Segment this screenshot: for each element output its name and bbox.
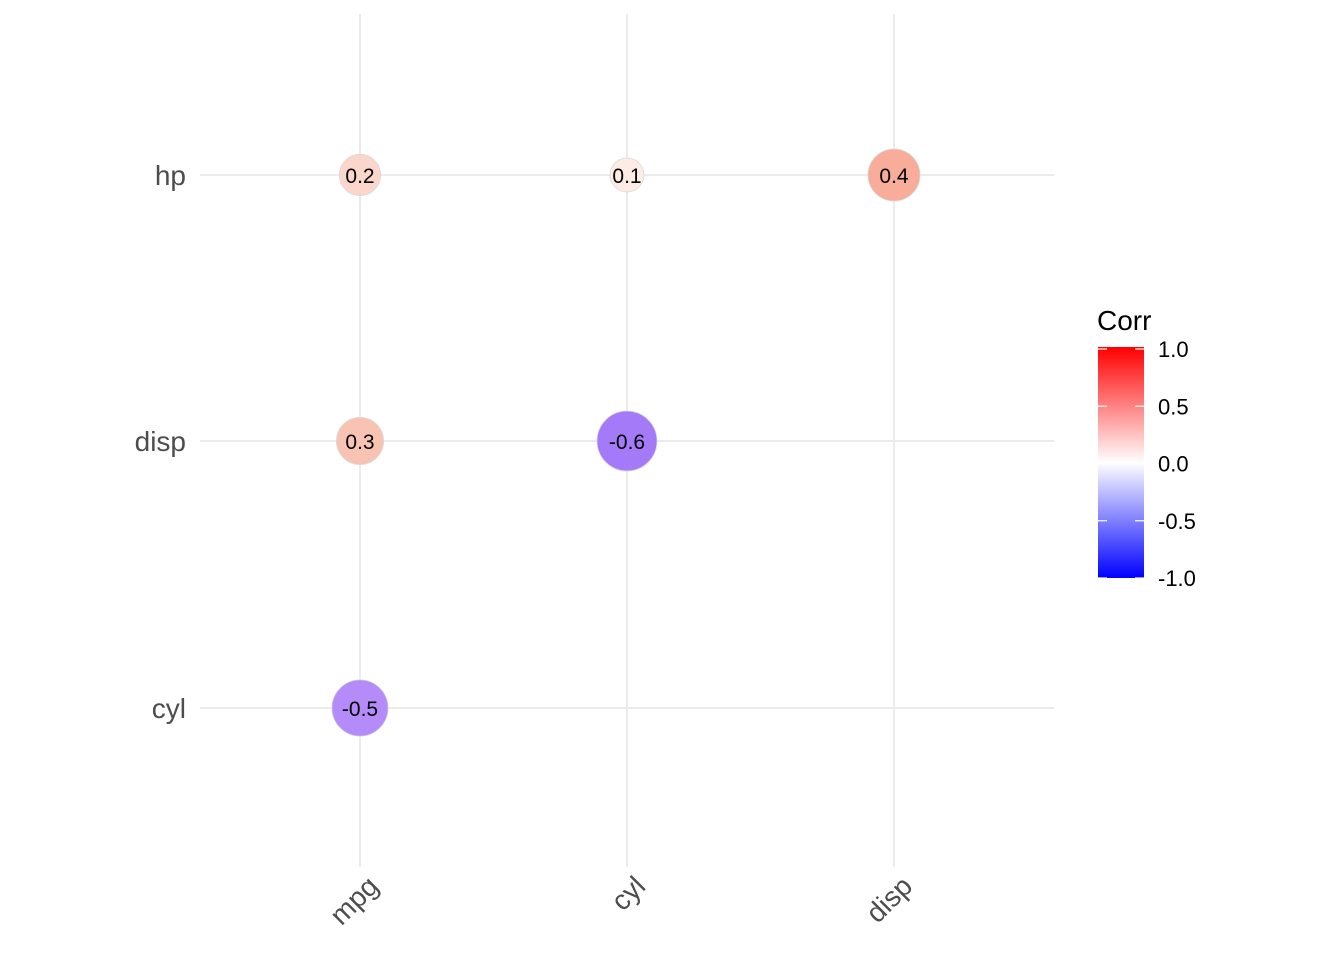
point-circle-mpg-hp bbox=[338, 153, 382, 197]
point-cyl-disp: -0.6 bbox=[596, 410, 658, 472]
point-circle-mpg-cyl bbox=[331, 679, 389, 737]
y-axis: cyl disp hp bbox=[135, 160, 186, 724]
point-circle-cyl-hp bbox=[609, 157, 645, 193]
legend-colorbar bbox=[1098, 347, 1144, 578]
x-tick-label-mpg: mpg bbox=[324, 870, 384, 930]
point-label-mpg-cyl: -0.5 bbox=[342, 698, 378, 721]
legend-title: Corr bbox=[1097, 305, 1151, 336]
y-tick-label-cyl: cyl bbox=[152, 693, 186, 724]
x-tick-label-disp: disp bbox=[860, 870, 918, 928]
point-label-cyl-disp: -0.6 bbox=[609, 431, 645, 454]
point-disp-hp: 0.4 bbox=[867, 148, 921, 202]
correlation-points: 0.2 0.1 0.4 0.3 -0.6 -0.5 bbox=[331, 148, 921, 737]
point-label-disp-hp: 0.4 bbox=[879, 165, 909, 188]
legend-tick-label: -0.5 bbox=[1158, 509, 1196, 534]
point-cyl-hp: 0.1 bbox=[609, 157, 645, 193]
point-mpg-cyl: -0.5 bbox=[331, 679, 389, 737]
x-axis: mpg cyl disp bbox=[324, 870, 918, 930]
x-tick-label-cyl: cyl bbox=[605, 870, 651, 916]
legend-ticks: 1.0 0.5 0.0 -0.5 -1.0 bbox=[1098, 337, 1196, 591]
point-circle-disp-hp bbox=[867, 148, 921, 202]
legend-tick-label: 1.0 bbox=[1158, 337, 1189, 362]
point-label-mpg-hp: 0.2 bbox=[345, 165, 374, 188]
point-label-mpg-disp: 0.3 bbox=[345, 431, 374, 454]
point-mpg-disp: 0.3 bbox=[335, 416, 384, 465]
point-circle-mpg-disp bbox=[335, 416, 384, 465]
legend-tick-label: 0.0 bbox=[1158, 452, 1189, 477]
point-mpg-hp: 0.2 bbox=[338, 153, 382, 197]
legend-tick-label: 0.5 bbox=[1158, 394, 1189, 419]
point-circle-cyl-disp bbox=[596, 410, 658, 472]
point-label-cyl-hp: 0.1 bbox=[612, 165, 641, 188]
y-tick-label-disp: disp bbox=[135, 426, 186, 457]
legend-tick-label: -1.0 bbox=[1158, 566, 1196, 591]
color-legend: Corr 1.0 0.5 0.0 -0.5 -1.0 bbox=[1097, 305, 1196, 591]
y-tick-label-hp: hp bbox=[155, 160, 186, 191]
